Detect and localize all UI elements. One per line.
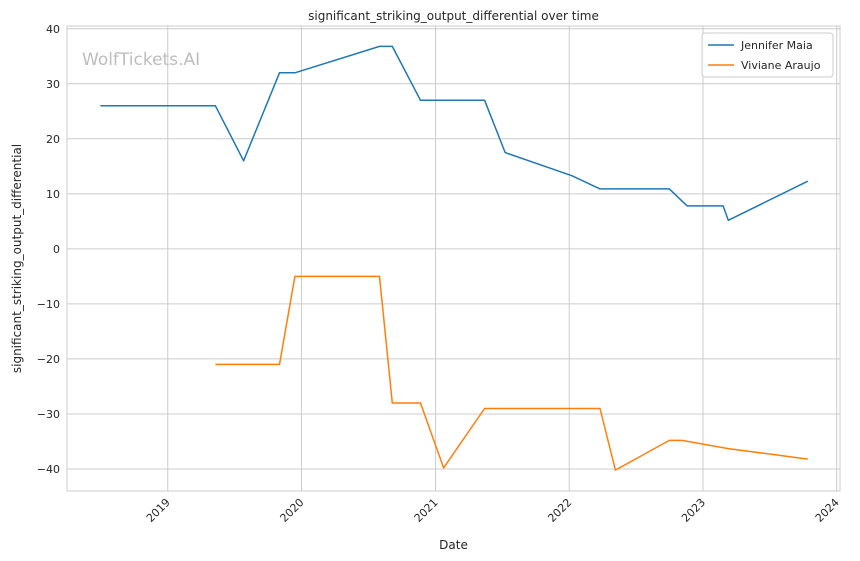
y-tick-label: −10 bbox=[37, 298, 60, 311]
legend: Jennifer Maia Viviane Araujo bbox=[701, 32, 834, 78]
series-line-jennifer-maia bbox=[100, 45, 809, 222]
legend-label-viviane-araujo: Viviane Araujo bbox=[741, 59, 821, 72]
legend-label-jennifer-maia: Jennifer Maia bbox=[740, 39, 813, 52]
y-tick-label: 0 bbox=[53, 243, 60, 256]
plot-frame bbox=[66, 25, 841, 492]
y-tick-label: 30 bbox=[46, 78, 60, 91]
y-tick-label: 10 bbox=[46, 188, 60, 201]
plot-area bbox=[67, 26, 840, 491]
y-tick-label: 40 bbox=[46, 23, 60, 36]
watermark: WolfTickets.AI bbox=[82, 50, 200, 70]
chart-title: significant_striking_output_differential… bbox=[308, 9, 599, 23]
plot-border bbox=[66, 25, 841, 492]
y-tick-label: −40 bbox=[37, 463, 60, 476]
legend-box bbox=[701, 32, 834, 78]
grid bbox=[67, 26, 840, 491]
y-tick-label: −20 bbox=[37, 353, 60, 366]
y-tick-label: 20 bbox=[46, 133, 60, 146]
x-axis-label: Date bbox=[439, 538, 468, 552]
y-tick-label: −30 bbox=[37, 408, 60, 421]
series-line-viviane-araujo bbox=[215, 275, 808, 471]
y-axis-label: significant_striking_output_differential bbox=[10, 144, 24, 373]
series-lines bbox=[100, 45, 809, 471]
